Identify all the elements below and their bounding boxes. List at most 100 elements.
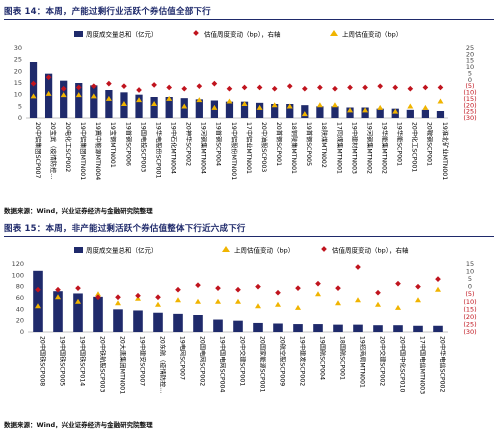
diamond-point	[166, 84, 173, 91]
bar	[293, 324, 303, 332]
bar	[393, 325, 403, 332]
bar	[75, 83, 83, 118]
left-axis-tick-label: 80	[16, 283, 24, 291]
triangle-point	[295, 304, 301, 310]
triangle-point	[331, 102, 338, 108]
left-axis-tick-label: 25	[14, 56, 22, 64]
category-label: 19中国电网SCP004	[218, 336, 226, 392]
legend-label: 上周估值变动（bp）	[234, 246, 294, 255]
right-axis-tick-label: (25)	[463, 108, 476, 116]
category-label: 19首钢SCP005	[305, 122, 313, 166]
bar	[193, 315, 203, 332]
legend-swatch-triangle	[222, 246, 230, 252]
category-label: 19国航SCP004	[318, 336, 326, 380]
triangle-point	[395, 304, 401, 310]
bar	[255, 102, 264, 118]
category-label: 20中油股SCP003	[260, 122, 268, 172]
bar	[331, 106, 339, 118]
diamond-point	[355, 264, 361, 270]
figure-15-title: 图表 15：本周，非产能过剩活跃个券估值整体下行近六成下行	[4, 224, 246, 234]
diamond-point	[332, 85, 338, 92]
category-label: 19招商局MTN001	[358, 336, 366, 388]
triangle-point	[407, 103, 414, 109]
bar	[286, 104, 294, 118]
category-label: 20首钢SCP001	[275, 122, 283, 166]
bar	[173, 313, 183, 332]
right-axis-tick-label: (20)	[463, 101, 476, 109]
diamond-point	[415, 283, 421, 290]
category-label: 18国航SCP001	[338, 336, 346, 380]
triangle-point	[415, 297, 421, 303]
category-label: 20神华SCP002	[185, 122, 193, 166]
bar	[213, 319, 223, 332]
bar	[73, 293, 83, 332]
bar	[316, 106, 324, 118]
bar	[353, 324, 363, 332]
figure-15-rule	[4, 236, 494, 237]
right-axis-tick-label: (20)	[463, 313, 476, 321]
bar	[413, 325, 423, 332]
legend-label: 上周估值变动（bp）	[342, 30, 402, 39]
category-label: 18陕煤MTN002	[320, 122, 328, 168]
diamond-point	[375, 289, 381, 296]
category-label: 20中交建SCP001	[238, 336, 246, 386]
triangle-point	[155, 301, 161, 307]
figure-14-chart: 周度成交量总和（亿元） 估值周度变动（bp），右轴 上周估值变动（bp）051015…	[14, 30, 477, 181]
triangle-point	[105, 95, 112, 101]
triangle-point	[377, 104, 384, 110]
triangle-point	[316, 102, 323, 108]
right-axis-tick-label: 10	[466, 268, 474, 276]
category-label: 20航空股SCP009	[278, 336, 286, 386]
triangle-point	[255, 303, 261, 309]
diamond-point	[175, 286, 181, 293]
diamond-point	[295, 285, 301, 292]
category-label: 19中石化MTN004	[169, 122, 177, 174]
triangle-point	[60, 92, 67, 98]
diamond-point	[30, 80, 37, 87]
category-label: 19电网SCP007	[178, 336, 186, 380]
bar	[253, 322, 263, 332]
bar	[150, 97, 158, 118]
triangle-point	[75, 92, 82, 98]
category-label: 19宝钢MTN001	[109, 122, 117, 168]
bar	[406, 109, 414, 118]
bar	[44, 73, 53, 118]
diamond-point	[392, 84, 399, 91]
right-axis-tick-label: (10)	[463, 89, 476, 97]
triangle-point	[175, 297, 181, 303]
right-axis-tick-label: 25	[466, 44, 474, 52]
diamond-point	[422, 84, 429, 91]
right-axis-tick-label: (10)	[463, 298, 476, 306]
triangle-point	[437, 98, 444, 104]
bar	[33, 270, 43, 332]
category-label: 20宝武（疫情防控…	[49, 122, 57, 179]
bar	[153, 312, 163, 332]
category-label: 19国电投SCP003	[139, 122, 147, 172]
category-label: 19冀中能源MTN004	[94, 122, 102, 180]
legend-label: 周度成交量总和（亿元）	[86, 246, 158, 255]
right-axis-tick-label: 5	[468, 275, 472, 283]
category-label: 19中铝集团MTN001	[79, 122, 87, 180]
bar	[225, 101, 234, 118]
bar	[376, 108, 384, 118]
left-axis-tick-label: 0	[18, 114, 22, 122]
right-axis-tick-label: 10	[466, 63, 474, 71]
legend-swatch-diamond	[193, 30, 199, 36]
category-label: 20中化工SCP001	[411, 122, 419, 172]
diamond-point	[151, 82, 157, 88]
category-label: 17同煤集MTN001	[335, 122, 343, 174]
left-axis-tick-label: 30	[14, 44, 22, 52]
diamond-point	[315, 280, 321, 287]
triangle-point	[256, 104, 263, 110]
diamond-point	[377, 83, 384, 90]
category-label: 20中国中化SCP010	[398, 336, 406, 392]
diamond-point	[362, 84, 368, 91]
bar	[105, 90, 113, 118]
category-label: 20国家能源SCP001	[258, 336, 266, 392]
left-axis-tick-label: 5	[18, 102, 22, 110]
bar	[135, 94, 143, 118]
bar	[271, 104, 279, 118]
left-axis-tick-label: 60	[16, 294, 24, 302]
bar	[195, 99, 203, 118]
category-label: 20中交建SCP002	[378, 336, 386, 386]
